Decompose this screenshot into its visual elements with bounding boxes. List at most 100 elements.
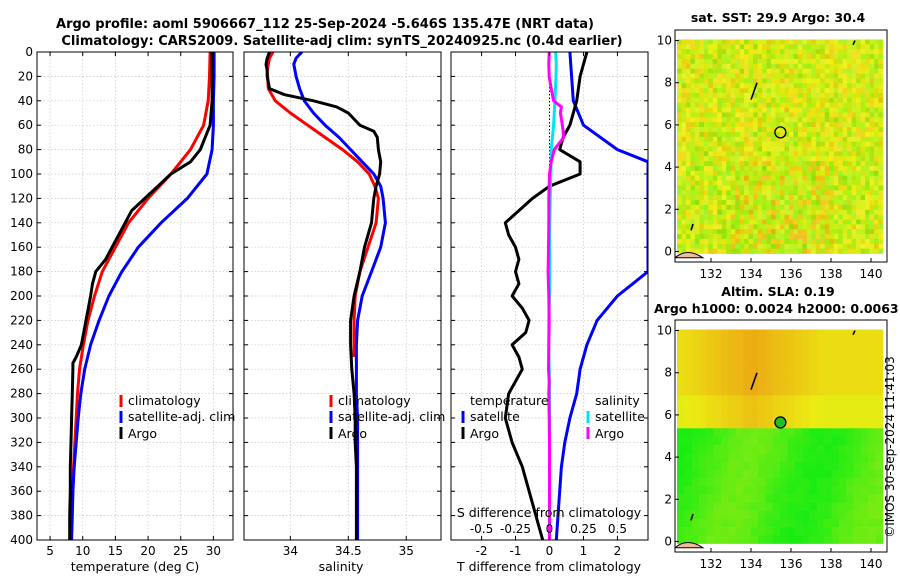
map-cell	[842, 234, 848, 240]
map-cell	[677, 204, 682, 211]
map-cell	[706, 477, 715, 487]
map-cell	[856, 200, 861, 206]
map-cell	[865, 161, 870, 167]
map-cell	[677, 44, 682, 50]
map-cell	[721, 395, 729, 404]
map-cell	[735, 224, 740, 230]
tick-label-x: 1	[580, 544, 588, 558]
map-cell	[730, 93, 736, 99]
map-cell	[788, 49, 794, 55]
map-cell	[712, 243, 718, 249]
map-cell	[772, 461, 781, 470]
map-cell	[753, 175, 758, 181]
map-cell	[757, 93, 763, 99]
map-cell	[806, 78, 812, 84]
map-cell	[797, 238, 803, 245]
island-outline	[852, 330, 856, 336]
map-cell	[685, 204, 691, 211]
map-cell	[780, 93, 785, 99]
map-cell	[869, 49, 875, 55]
map-cell	[793, 141, 799, 147]
map-cell	[868, 485, 876, 495]
tick-label-x: 20	[140, 544, 155, 558]
map-cell	[878, 209, 884, 215]
island-outline	[750, 372, 758, 390]
map-cell	[865, 39, 870, 45]
map-cell	[802, 165, 808, 172]
map-cell	[815, 180, 821, 186]
map-cell	[748, 44, 754, 50]
map-cell	[878, 136, 884, 142]
map-cell	[860, 58, 866, 65]
map-cell	[744, 63, 749, 69]
map-cell	[766, 234, 772, 240]
map-cell	[772, 403, 781, 413]
map-cell	[851, 63, 857, 69]
map-cell	[750, 354, 759, 363]
map-cell	[685, 122, 691, 128]
map-cell	[787, 518, 796, 528]
map-cell	[690, 78, 696, 84]
sla-map-frame	[674, 319, 888, 553]
map-cell	[748, 83, 754, 89]
map-cell	[712, 49, 718, 55]
map-cell	[735, 354, 744, 363]
map-cell	[780, 477, 788, 487]
map-cell	[708, 127, 714, 133]
map-cell	[748, 127, 754, 133]
map-cell	[757, 136, 763, 142]
map-cell	[703, 88, 709, 94]
map-cell	[721, 411, 729, 421]
map-cell	[694, 234, 700, 240]
map-cell	[815, 170, 821, 177]
map-cell	[802, 238, 808, 245]
sla-map-title: Altim. SLA: 0.19	[721, 284, 834, 299]
tick-label-x: 34.5	[335, 544, 362, 558]
map-cell	[762, 146, 767, 152]
map-cell	[847, 141, 852, 147]
map-cell	[788, 78, 794, 84]
map-cell	[699, 461, 707, 470]
map-cell	[766, 190, 772, 196]
map-cell	[706, 395, 715, 404]
map-cell	[744, 78, 749, 84]
map-cell	[833, 234, 839, 240]
map-cell	[681, 102, 687, 108]
map-cell	[788, 243, 794, 249]
map-cell	[771, 190, 776, 196]
map-cell	[802, 112, 808, 118]
map-cell	[847, 165, 852, 172]
map-cell	[780, 102, 785, 108]
map-cell	[831, 469, 840, 478]
sla-map-panel: Altim. SLA: 0.19 Argo h1000: 0.0024 h200…	[654, 284, 899, 571]
map-cell	[721, 200, 727, 206]
map-cell	[802, 395, 810, 404]
map-cell	[762, 44, 767, 50]
map-cell	[757, 229, 763, 235]
map-cell	[820, 234, 826, 240]
map-cell	[780, 494, 788, 503]
map-cell	[878, 83, 884, 89]
map-cell	[787, 436, 796, 446]
map-cell	[875, 411, 884, 421]
map-cell	[856, 49, 861, 55]
map-cell	[771, 151, 776, 157]
map-cell	[838, 411, 847, 421]
map-cell	[853, 428, 862, 437]
map-cell	[788, 195, 794, 201]
map-cell	[869, 248, 875, 254]
map-cell	[712, 209, 718, 215]
map-cell	[721, 185, 727, 191]
map-cell	[699, 180, 705, 186]
map-cell	[820, 219, 826, 225]
map-cell	[802, 107, 808, 113]
map-cell	[878, 68, 884, 74]
map-cell	[806, 229, 812, 235]
map-cell	[838, 387, 847, 396]
map-cell	[757, 477, 766, 487]
tick-label-y: 120	[10, 191, 33, 205]
map-cell	[802, 146, 808, 152]
map-cell	[748, 73, 754, 79]
map-cell	[824, 165, 830, 172]
tick-label-y: 8	[664, 366, 672, 380]
